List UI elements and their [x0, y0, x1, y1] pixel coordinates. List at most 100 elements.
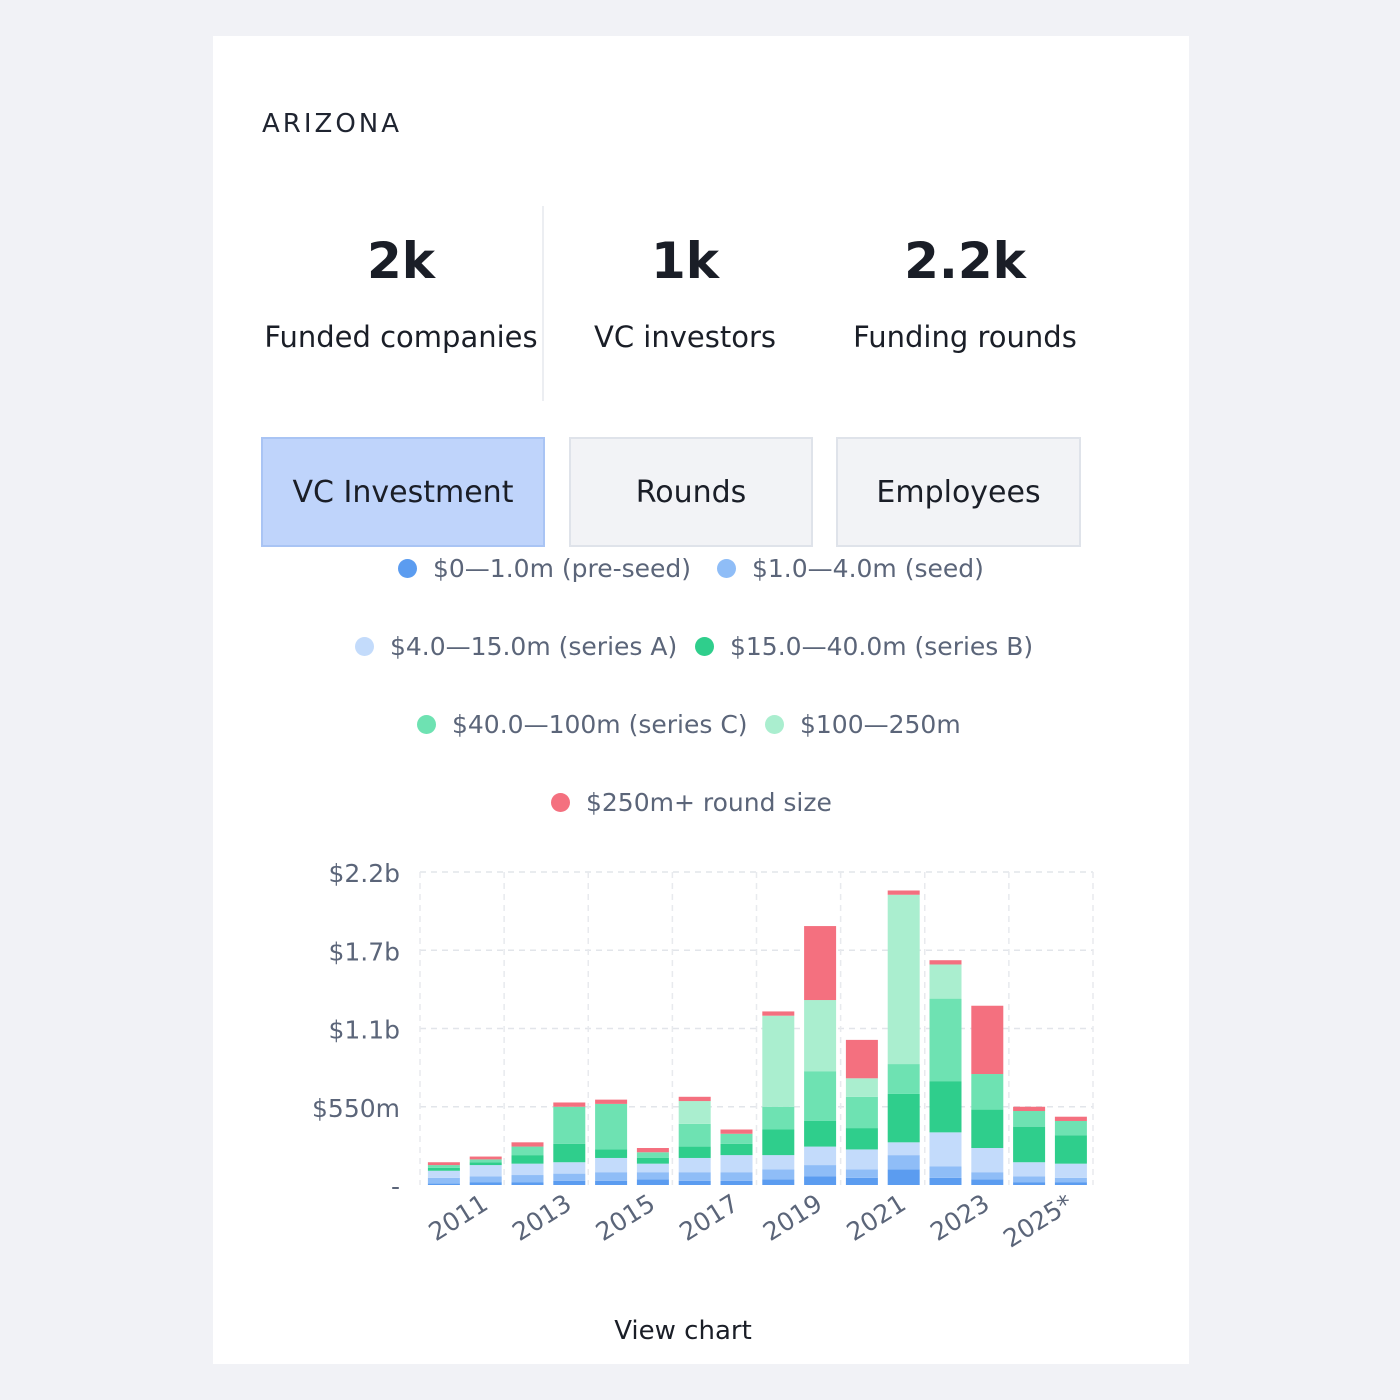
bar-segment [720, 1155, 753, 1173]
legend-item-250m-plus[interactable]: $250m+ round size [551, 785, 832, 819]
bar-segment [762, 1015, 795, 1107]
bar-segment [929, 964, 962, 999]
bar-segment [511, 1163, 544, 1176]
bar-segment [678, 1101, 711, 1124]
bar-segment [1054, 1182, 1087, 1185]
legend-label: $40.0—100m (series C) [452, 709, 748, 739]
legend-item-pre-seed[interactable]: $0—1.0m (pre-seed) [398, 551, 691, 585]
x-tick-label: 2011 [424, 1188, 493, 1246]
legend-dot [695, 636, 714, 656]
y-tick-label: $1.1b [328, 1016, 400, 1045]
bar-segment [678, 1157, 711, 1173]
tab-vc-investment[interactable]: VC Investment [261, 437, 545, 547]
legend-item-series-c[interactable]: $40.0—100m (series C) [417, 707, 748, 741]
bar-segment [678, 1123, 711, 1147]
bar-segment [636, 1152, 669, 1158]
bar-segment [929, 960, 962, 965]
bar-segment [804, 926, 837, 1001]
bar-segment [845, 1096, 878, 1129]
bar-segment [427, 1162, 460, 1166]
bar-segment [804, 1120, 837, 1147]
tab-employees[interactable]: Employees [836, 437, 1081, 547]
bar-segment [929, 1166, 962, 1178]
legend-label: $4.0—15.0m (series A) [390, 631, 678, 661]
legend-item-seed[interactable]: $1.0—4.0m (seed) [717, 551, 984, 585]
legend-label: $0—1.0m (pre-seed) [433, 553, 692, 583]
bar-segment [595, 1103, 628, 1150]
stat-divider [542, 206, 544, 401]
bar-segment [511, 1182, 544, 1185]
bar-segment [553, 1173, 586, 1181]
bar-segment [887, 894, 920, 1065]
legend-dot [551, 792, 570, 812]
bar-segment [1054, 1120, 1087, 1136]
bar-segment [553, 1106, 586, 1144]
bar-segment [762, 1179, 795, 1185]
bar-segment [845, 1128, 878, 1150]
bar-segment [762, 1169, 795, 1180]
x-tick-label: 2023 [925, 1188, 994, 1246]
bar-segment [762, 1129, 795, 1156]
stat-value: 2k [366, 232, 436, 290]
bar-segment [595, 1180, 628, 1185]
bar-segment [887, 1155, 920, 1170]
bar-segment [720, 1133, 753, 1144]
y-tick-label: $2.2b [328, 859, 400, 888]
bar-segment [595, 1157, 628, 1173]
bar-segment [887, 1093, 920, 1143]
x-tick-label: 2013 [507, 1188, 576, 1246]
legend-dot [417, 714, 436, 734]
bar-segment [804, 1146, 837, 1166]
legend-dot [398, 558, 417, 578]
bar-segment [971, 1179, 1004, 1185]
bar-segment [678, 1146, 711, 1158]
bar-segment [427, 1170, 460, 1178]
bar-segment [804, 1000, 837, 1072]
y-tick-label: $1.7b [328, 937, 400, 966]
bar-segment [804, 1071, 837, 1121]
bar-segment [971, 1109, 1004, 1149]
bar-segment [1013, 1111, 1046, 1127]
y-tick-label: - [391, 1172, 400, 1201]
vc-investment-chart: - $550m $1.1b $1.7b $2.2b 2011 2013 2015 2017 201… [312, 859, 1094, 1253]
bar-segment [1054, 1177, 1087, 1183]
bar-segment [971, 1074, 1004, 1110]
bar-segment [887, 1064, 920, 1094]
bar-segment [427, 1177, 460, 1184]
tab-rounds[interactable]: Rounds [569, 437, 813, 547]
bar-segment [636, 1148, 669, 1153]
bar-segment [762, 1106, 795, 1130]
bar-segment [762, 1155, 795, 1170]
bar-segment [553, 1162, 586, 1174]
bar-segment [929, 1081, 962, 1133]
bar-segment [595, 1172, 628, 1181]
bar-segment [845, 1149, 878, 1170]
x-tick-label: 2015 [591, 1188, 660, 1246]
bar-segment [553, 1143, 586, 1163]
stat-value: 2.2k [904, 232, 1026, 290]
legend-dot [765, 714, 784, 734]
view-chart-link[interactable]: View chart [614, 1316, 752, 1346]
bar-segment [1013, 1126, 1046, 1163]
stat-value: 1k [650, 232, 720, 290]
bar-segment [678, 1096, 711, 1102]
bar-segment [845, 1177, 878, 1185]
bar-segment [636, 1172, 669, 1180]
legend-label: $250m+ round size [586, 787, 832, 817]
y-tick-label: $550m [312, 1094, 400, 1123]
bar-segment [1054, 1163, 1087, 1178]
bar-segment [720, 1180, 753, 1185]
x-tick-label: 2021 [842, 1188, 911, 1246]
bar-segment [1013, 1182, 1046, 1185]
legend-label: $100—250m [800, 709, 961, 739]
bar-segment [929, 998, 962, 1082]
bar-segment [929, 1132, 962, 1167]
region-card: ARIZONA 2k Funded companies 1k VC invest… [213, 36, 1189, 1364]
legend-item-100-250m[interactable]: $100—250m [765, 707, 961, 741]
bar-segment [427, 1167, 460, 1171]
stat-label: Funding rounds [853, 320, 1077, 354]
legend-item-series-b[interactable]: $15.0—40.0m (series B) [695, 629, 1033, 663]
bar-segment [845, 1039, 878, 1079]
bar-segment [427, 1165, 460, 1168]
legend-item-series-a[interactable]: $4.0—15.0m (series A) [355, 629, 677, 663]
